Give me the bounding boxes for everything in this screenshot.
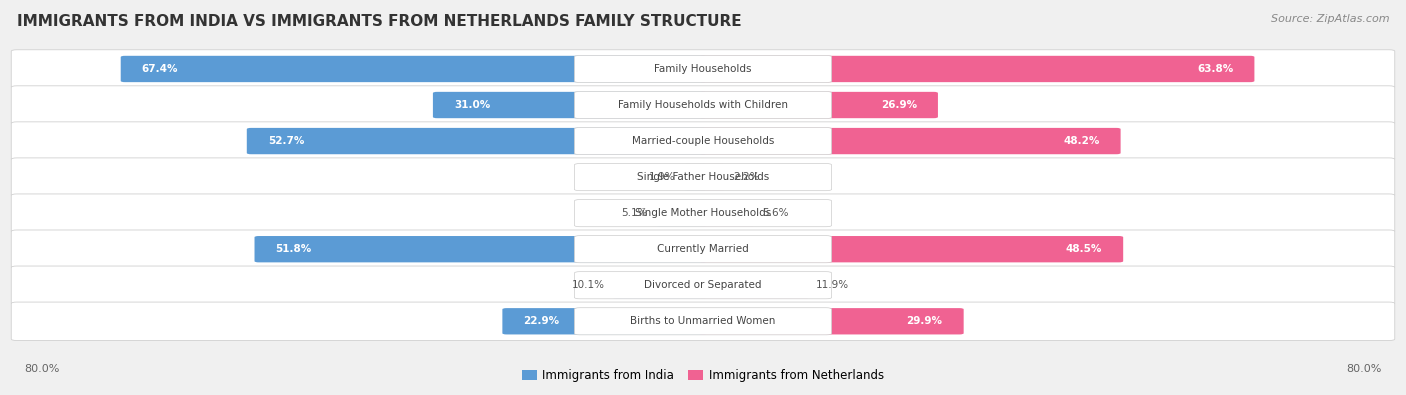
FancyBboxPatch shape	[121, 56, 707, 82]
FancyBboxPatch shape	[575, 164, 831, 191]
FancyBboxPatch shape	[699, 92, 938, 118]
Text: Currently Married: Currently Married	[657, 244, 749, 254]
FancyBboxPatch shape	[575, 236, 831, 263]
FancyBboxPatch shape	[699, 272, 810, 298]
Text: Single Mother Households: Single Mother Households	[636, 208, 770, 218]
FancyBboxPatch shape	[699, 308, 963, 335]
FancyBboxPatch shape	[699, 128, 1121, 154]
FancyBboxPatch shape	[11, 158, 1395, 196]
Text: 80.0%: 80.0%	[24, 364, 59, 374]
Text: 11.9%: 11.9%	[817, 280, 849, 290]
FancyBboxPatch shape	[433, 92, 707, 118]
FancyBboxPatch shape	[699, 164, 725, 190]
Text: Divorced or Separated: Divorced or Separated	[644, 280, 762, 290]
Text: Married-couple Households: Married-couple Households	[631, 136, 775, 146]
FancyBboxPatch shape	[11, 50, 1395, 88]
FancyBboxPatch shape	[11, 122, 1395, 160]
Text: Source: ZipAtlas.com: Source: ZipAtlas.com	[1271, 14, 1389, 24]
FancyBboxPatch shape	[575, 199, 831, 227]
Text: 1.9%: 1.9%	[650, 172, 675, 182]
FancyBboxPatch shape	[254, 236, 707, 262]
Text: 80.0%: 80.0%	[1347, 364, 1382, 374]
FancyBboxPatch shape	[575, 55, 831, 83]
Text: Single Father Households: Single Father Households	[637, 172, 769, 182]
FancyBboxPatch shape	[502, 308, 707, 335]
FancyBboxPatch shape	[11, 302, 1395, 340]
Text: Births to Unmarried Women: Births to Unmarried Women	[630, 316, 776, 326]
Text: 51.8%: 51.8%	[276, 244, 312, 254]
Text: 48.5%: 48.5%	[1066, 244, 1102, 254]
FancyBboxPatch shape	[11, 230, 1395, 269]
Text: 5.1%: 5.1%	[621, 208, 648, 218]
FancyBboxPatch shape	[11, 86, 1395, 124]
FancyBboxPatch shape	[247, 128, 707, 154]
FancyBboxPatch shape	[11, 194, 1395, 232]
FancyBboxPatch shape	[575, 308, 831, 335]
FancyBboxPatch shape	[699, 56, 1254, 82]
FancyBboxPatch shape	[699, 236, 1123, 262]
FancyBboxPatch shape	[575, 128, 831, 154]
Text: 5.6%: 5.6%	[762, 208, 789, 218]
FancyBboxPatch shape	[699, 200, 755, 226]
Text: Family Households: Family Households	[654, 64, 752, 74]
Text: 31.0%: 31.0%	[454, 100, 491, 110]
Text: 63.8%: 63.8%	[1197, 64, 1233, 74]
Text: 22.9%: 22.9%	[523, 316, 560, 326]
FancyBboxPatch shape	[682, 164, 707, 190]
Text: Family Households with Children: Family Households with Children	[619, 100, 787, 110]
FancyBboxPatch shape	[612, 272, 707, 298]
Text: 10.1%: 10.1%	[572, 280, 605, 290]
FancyBboxPatch shape	[575, 92, 831, 118]
Text: 29.9%: 29.9%	[907, 316, 942, 326]
Legend: Immigrants from India, Immigrants from Netherlands: Immigrants from India, Immigrants from N…	[517, 365, 889, 387]
FancyBboxPatch shape	[11, 266, 1395, 305]
FancyBboxPatch shape	[655, 200, 707, 226]
Text: 2.2%: 2.2%	[733, 172, 759, 182]
Text: IMMIGRANTS FROM INDIA VS IMMIGRANTS FROM NETHERLANDS FAMILY STRUCTURE: IMMIGRANTS FROM INDIA VS IMMIGRANTS FROM…	[17, 14, 741, 29]
Text: 52.7%: 52.7%	[269, 136, 304, 146]
Text: 48.2%: 48.2%	[1063, 136, 1099, 146]
FancyBboxPatch shape	[575, 272, 831, 299]
Text: 26.9%: 26.9%	[880, 100, 917, 110]
Text: 67.4%: 67.4%	[142, 64, 179, 74]
